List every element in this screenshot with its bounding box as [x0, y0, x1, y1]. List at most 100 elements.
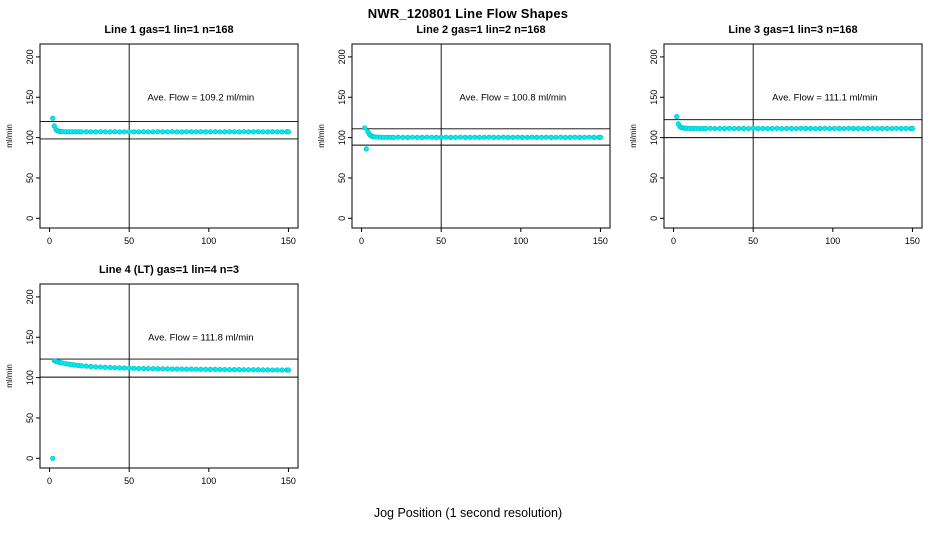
data-point	[591, 134, 597, 140]
svg-text:0: 0	[671, 236, 676, 246]
data-point	[433, 134, 440, 140]
data-point	[236, 129, 242, 135]
data-point	[112, 129, 118, 135]
data-point	[217, 366, 223, 373]
data-point	[736, 125, 742, 132]
svg-text:50: 50	[436, 236, 446, 246]
svg-text:200: 200	[25, 289, 35, 304]
svg-text:100: 100	[337, 130, 347, 145]
data-point	[553, 134, 559, 140]
svg-text:150: 150	[649, 90, 659, 105]
svg-text:100: 100	[513, 236, 528, 246]
data-point	[88, 129, 94, 135]
svg-text:50: 50	[124, 236, 134, 246]
data-point	[524, 134, 530, 140]
svg-text:0: 0	[649, 216, 659, 221]
data-point	[870, 125, 876, 131]
data-point	[472, 134, 478, 140]
data-point	[586, 134, 592, 140]
data-point	[793, 125, 799, 132]
svg-text:0: 0	[47, 236, 52, 246]
svg-text:0: 0	[337, 216, 347, 221]
data-point	[212, 129, 218, 135]
data-point	[150, 366, 156, 372]
plot-canvas-4: 0 50 100 150 0 50 100 150 200 ml/min Ave. Flow = 1…	[5, 283, 299, 486]
data-point	[572, 134, 578, 140]
data-point	[126, 365, 132, 371]
data-point	[169, 366, 175, 372]
data-point	[807, 125, 814, 132]
data-point	[50, 455, 56, 461]
data-point	[246, 367, 252, 373]
data-point	[107, 364, 113, 371]
data-point	[462, 134, 468, 140]
data-point	[515, 134, 521, 140]
data-point	[285, 129, 292, 135]
subplot-title-line-3: Line 3 gas=1 lin=3 n=168	[728, 24, 858, 36]
svg-text:0: 0	[359, 236, 364, 246]
svg-text:200: 200	[649, 49, 659, 64]
data-point	[274, 367, 280, 373]
data-point	[414, 134, 420, 140]
data-point	[784, 125, 790, 132]
data-point	[476, 134, 483, 140]
svg-text:100: 100	[825, 236, 840, 246]
svg-text:ml/min: ml/min	[5, 364, 14, 388]
data-point	[136, 365, 142, 372]
ave-flow-annotation: Ave. Flow = 109.2 ml/min	[147, 92, 254, 103]
data-point	[395, 134, 401, 140]
data-point	[140, 129, 147, 135]
data-point	[741, 125, 747, 132]
data-point	[836, 125, 842, 132]
data-point	[817, 125, 823, 132]
subplot-title-line-2: Line 2 gas=1 lin=2 n=168	[416, 24, 546, 36]
data-point	[155, 129, 161, 135]
data-point	[424, 134, 430, 140]
data-point	[409, 134, 416, 140]
svg-text:ml/min: ml/min	[5, 124, 14, 148]
data-point	[879, 125, 885, 132]
data-point	[893, 125, 900, 131]
data-point	[279, 129, 285, 135]
data-point	[760, 125, 766, 132]
data-point	[83, 363, 89, 369]
subplot-line-1: Line 1 gas=1 lin=1 n=168 0 50 100 150 0 50 100…	[0, 22, 312, 262]
data-point	[97, 364, 104, 370]
data-point	[903, 125, 909, 132]
subplot-line-2: Line 2 gas=1 lin=2 n=168 0 50 100 150 0 50 100…	[312, 22, 624, 262]
data-point	[505, 134, 511, 140]
data-point	[419, 134, 425, 140]
data-point	[179, 129, 185, 135]
svg-text:150: 150	[593, 236, 608, 246]
svg-text:150: 150	[281, 476, 296, 486]
data-point	[898, 125, 904, 132]
data-point	[269, 129, 276, 135]
data-point	[562, 134, 569, 140]
x-axis-label: Jog Position (1 second resolution)	[373, 506, 563, 520]
data-point	[285, 367, 292, 373]
data-point	[246, 129, 252, 135]
data-point	[117, 129, 123, 135]
data-point	[160, 129, 166, 135]
data-point	[198, 129, 204, 135]
data-point	[50, 115, 56, 121]
data-point	[774, 125, 780, 131]
data-point	[581, 134, 588, 140]
svg-text:50: 50	[25, 413, 35, 423]
data-point	[865, 125, 871, 132]
svg-text:200: 200	[25, 49, 35, 64]
data-point	[855, 125, 861, 132]
subplot-line-4-lt: Line 4 (LT) gas=1 lin=4 n=3 0 50 100 150 0 50…	[0, 262, 312, 502]
data-point	[231, 367, 237, 373]
data-point	[874, 125, 881, 132]
data-point	[131, 365, 137, 371]
data-point	[788, 125, 795, 132]
data-point	[121, 129, 128, 135]
data-point	[150, 129, 156, 135]
data-point	[534, 134, 540, 140]
data-point	[236, 367, 242, 373]
data-point	[529, 134, 535, 140]
subplot-title-line-4-lt: Line 4 (LT) gas=1 lin=4 n=3	[98, 264, 240, 276]
data-point	[255, 367, 261, 373]
data-point	[112, 365, 118, 371]
